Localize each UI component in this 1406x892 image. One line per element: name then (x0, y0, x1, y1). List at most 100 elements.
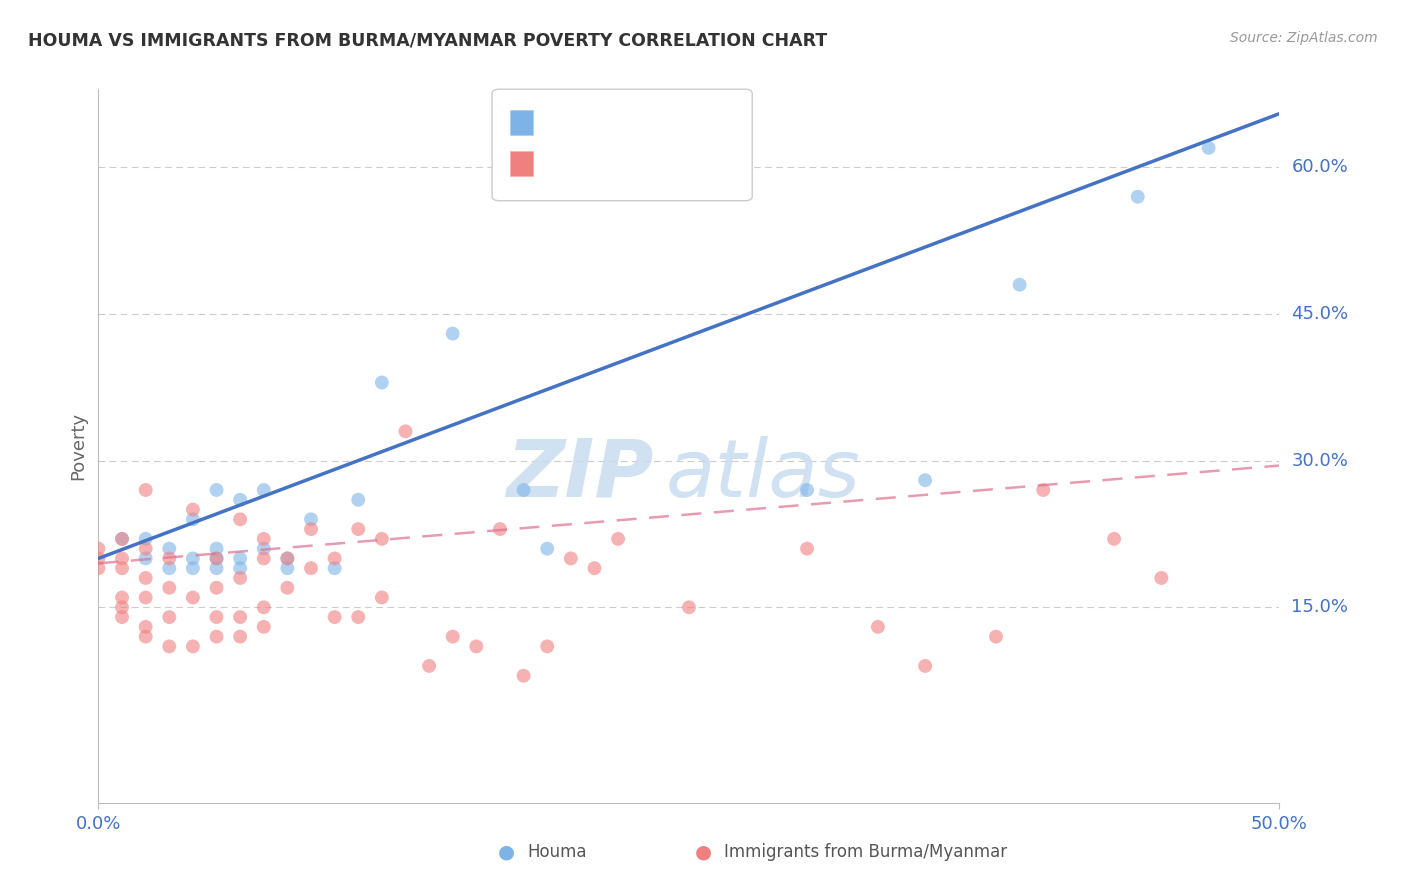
Point (205, 541, 228, 556)
Point (253, 620, 276, 634)
Point (205, 551, 228, 566)
Point (229, 551, 252, 566)
Point (276, 581, 298, 595)
Text: 15.0%: 15.0% (1291, 599, 1348, 616)
Point (205, 581, 228, 595)
Point (111, 561, 134, 575)
Point (181, 502, 204, 516)
Point (229, 492, 252, 507)
Point (583, 561, 606, 575)
Point (371, 532, 394, 546)
Point (135, 483, 157, 497)
Point (253, 483, 276, 497)
Point (607, 532, 630, 546)
Point (371, 376, 394, 390)
Point (512, 669, 534, 683)
Point (1198, 141, 1220, 155)
Point (111, 532, 134, 546)
Text: 0.145: 0.145 (591, 154, 643, 172)
Point (181, 551, 204, 566)
Point (323, 610, 346, 624)
Point (157, 581, 180, 595)
Point (371, 591, 394, 605)
Point (253, 532, 276, 546)
Point (323, 561, 346, 575)
Point (1032, 483, 1054, 497)
Point (299, 512, 322, 526)
Text: HOUMA VS IMMIGRANTS FROM BURMA/MYANMAR POVERTY CORRELATION CHART: HOUMA VS IMMIGRANTS FROM BURMA/MYANMAR P… (28, 31, 827, 49)
Text: 62: 62 (695, 154, 717, 172)
Text: Source: ZipAtlas.com: Source: ZipAtlas.com (1230, 31, 1378, 45)
Point (253, 541, 276, 556)
Point (796, 483, 818, 497)
Point (1126, 190, 1149, 204)
Point (181, 640, 204, 654)
Point (253, 600, 276, 615)
Point (1150, 571, 1173, 585)
Text: Immigrants from Burma/Myanmar: Immigrants from Burma/Myanmar (724, 843, 1007, 861)
Point (1102, 532, 1125, 546)
Point (229, 561, 252, 575)
Point (135, 630, 157, 644)
Point (135, 541, 157, 556)
Point (135, 591, 157, 605)
Y-axis label: Poverty: Poverty (69, 412, 87, 480)
Point (560, 551, 582, 566)
Text: atlas: atlas (665, 435, 860, 514)
Point (205, 610, 228, 624)
Text: R =: R = (544, 113, 581, 131)
Point (135, 620, 157, 634)
Point (135, 532, 157, 546)
Point (205, 561, 228, 575)
Text: N =: N = (650, 113, 686, 131)
Point (299, 522, 322, 536)
Point (229, 512, 252, 526)
Point (984, 630, 1007, 644)
Point (914, 473, 936, 487)
Point (441, 326, 464, 341)
Point (181, 561, 204, 575)
Text: ●: ● (498, 842, 515, 862)
Text: 60.0%: 60.0% (1291, 159, 1348, 177)
Point (111, 551, 134, 566)
Point (181, 591, 204, 605)
Point (394, 425, 416, 439)
Text: Houma: Houma (527, 843, 586, 861)
Point (111, 532, 134, 546)
Point (205, 630, 228, 644)
Point (111, 610, 134, 624)
Point (135, 571, 157, 585)
Point (87, 551, 110, 566)
Point (418, 659, 440, 673)
Point (465, 640, 488, 654)
Point (323, 551, 346, 566)
Text: 31: 31 (695, 113, 717, 131)
Point (1008, 277, 1031, 292)
Point (229, 610, 252, 624)
Point (347, 492, 370, 507)
Point (87, 541, 110, 556)
Point (276, 561, 298, 575)
Point (796, 541, 818, 556)
Point (205, 551, 228, 566)
Point (441, 630, 464, 644)
Point (135, 551, 157, 566)
Text: ●: ● (695, 842, 711, 862)
Point (678, 600, 700, 615)
Point (914, 659, 936, 673)
Point (253, 551, 276, 566)
Text: R =: R = (544, 154, 581, 172)
Text: 0.853: 0.853 (591, 113, 643, 131)
Point (512, 483, 534, 497)
Point (111, 600, 134, 615)
Point (157, 541, 180, 556)
Point (157, 551, 180, 566)
Point (229, 630, 252, 644)
Point (347, 522, 370, 536)
Point (87, 561, 110, 575)
Point (157, 610, 180, 624)
Point (276, 551, 298, 566)
Point (229, 571, 252, 585)
Point (299, 561, 322, 575)
Text: ZIP: ZIP (506, 435, 654, 514)
